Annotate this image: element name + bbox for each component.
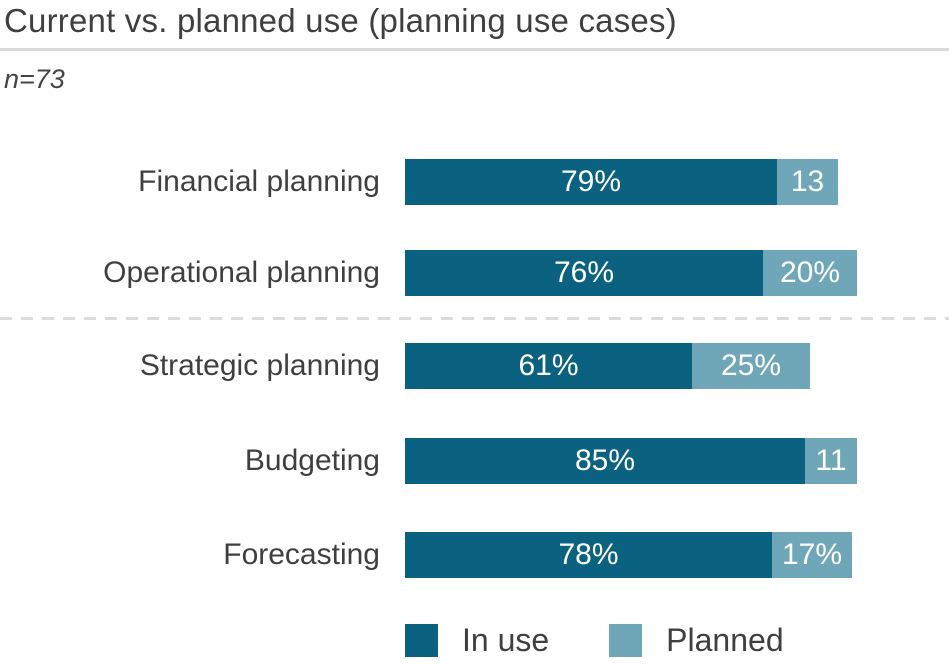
in-use-bar-segment: 76%: [405, 250, 763, 296]
legend-label: In use: [462, 622, 550, 658]
bar-track: 79% 13: [405, 159, 838, 205]
planned-bar-segment: 25%: [692, 343, 810, 389]
title-divider-line: [0, 48, 949, 51]
in-use-bar-segment: 61%: [405, 343, 692, 389]
bar-value-label: 76%: [553, 256, 615, 289]
bar-value-label: 78%: [558, 538, 619, 571]
legend-item: In use: [405, 622, 549, 659]
chart-title: Current vs. planned use (planning use ca…: [4, 2, 677, 39]
bar-track: 85% 11: [405, 438, 857, 484]
category-label: Strategic planning: [139, 349, 380, 382]
in-use-bar-segment: 85%: [405, 438, 805, 484]
bar-row: Strategic planning 61% 25%: [0, 343, 949, 389]
bar-value-label: 61%: [518, 349, 579, 382]
category-label: Financial planning: [138, 165, 380, 198]
legend-label: Planned: [666, 622, 784, 658]
legend-swatch-icon: [609, 624, 643, 657]
bar-value-label: 17%: [781, 538, 843, 571]
bar-value-label: 85%: [574, 444, 636, 477]
bar-track: 61% 25%: [405, 343, 810, 389]
bar-row: Budgeting 85% 11: [0, 438, 949, 484]
category-label: Operational planning: [103, 256, 380, 289]
bar-value-label: 25%: [720, 349, 782, 382]
category-label: Forecasting: [223, 538, 380, 571]
bar-value-label: 13: [790, 165, 825, 198]
bar-track: 78% 17%: [405, 532, 852, 578]
bar-value-label: 79%: [560, 165, 622, 198]
bar-track: 76% 20%: [405, 250, 857, 296]
bar-row: Financial planning 79% 13: [0, 159, 949, 205]
bar-value-label: 11: [815, 444, 847, 477]
legend-swatch-icon: [405, 624, 438, 657]
planned-bar-segment: 13: [777, 159, 838, 205]
sample-size-note: n=73: [4, 64, 65, 94]
planned-bar-segment: 11: [805, 438, 857, 484]
in-use-bar-segment: 78%: [405, 532, 772, 578]
legend-item: Planned: [609, 622, 784, 659]
section-divider-dashed-line: [0, 317, 949, 320]
category-label: Budgeting: [244, 444, 380, 477]
bar-row: Forecasting 78% 17%: [0, 532, 949, 578]
bar-value-label: 20%: [779, 256, 841, 289]
planned-bar-segment: 20%: [763, 250, 857, 296]
chart-legend: In use Planned: [405, 622, 784, 659]
planned-bar-segment: 17%: [772, 532, 852, 578]
in-use-bar-segment: 79%: [405, 159, 777, 205]
bar-row: Operational planning 76% 20%: [0, 250, 949, 296]
